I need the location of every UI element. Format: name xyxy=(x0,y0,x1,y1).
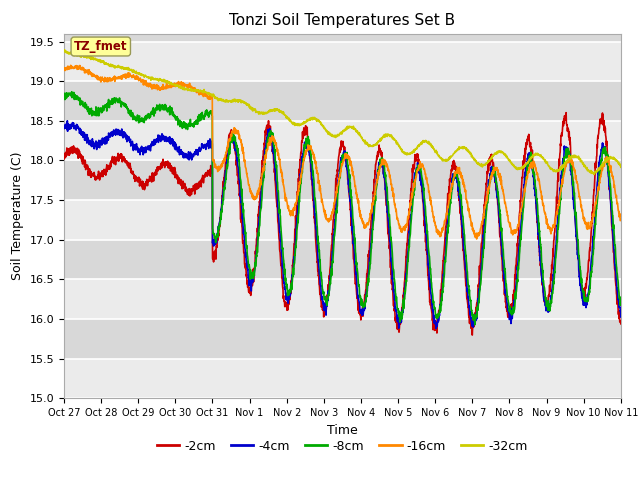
-16cm xyxy=(617,216,625,222)
Line: -8cm: -8cm xyxy=(64,92,621,325)
-32cm xyxy=(359,137,367,143)
-8cm xyxy=(359,302,367,308)
-4cm xyxy=(359,310,367,316)
-16cm xyxy=(60,65,68,71)
-2cm xyxy=(568,164,576,169)
-4cm xyxy=(63,118,71,124)
-32cm xyxy=(60,47,68,53)
-8cm xyxy=(584,296,591,301)
-32cm xyxy=(504,156,512,161)
-8cm xyxy=(371,201,379,207)
-4cm xyxy=(371,195,379,201)
-32cm xyxy=(568,154,575,160)
Bar xyxy=(64,200,621,240)
Line: -4cm: -4cm xyxy=(64,121,621,329)
-2cm xyxy=(504,314,512,320)
-4cm xyxy=(617,314,625,320)
-32cm xyxy=(590,171,598,177)
Line: -2cm: -2cm xyxy=(64,113,621,335)
-8cm xyxy=(68,89,76,95)
-2cm xyxy=(617,321,625,327)
-2cm xyxy=(371,180,378,185)
Line: -16cm: -16cm xyxy=(64,65,621,239)
Bar xyxy=(64,121,621,160)
-4cm xyxy=(60,125,68,131)
Y-axis label: Soil Temperature (C): Soil Temperature (C) xyxy=(11,152,24,280)
-4cm xyxy=(584,292,591,298)
Bar xyxy=(64,319,621,359)
-32cm xyxy=(216,96,223,102)
Bar xyxy=(64,240,621,279)
-8cm xyxy=(617,297,625,302)
-2cm xyxy=(468,332,476,338)
-8cm xyxy=(471,322,479,328)
-2cm xyxy=(563,110,570,116)
-16cm xyxy=(568,162,576,168)
-4cm xyxy=(568,181,576,187)
-16cm xyxy=(584,227,591,232)
-2cm xyxy=(216,227,223,232)
-16cm xyxy=(216,165,223,171)
-32cm xyxy=(617,164,625,170)
-4cm xyxy=(216,219,223,225)
-8cm xyxy=(505,300,513,306)
Legend: -2cm, -4cm, -8cm, -16cm, -32cm: -2cm, -4cm, -8cm, -16cm, -32cm xyxy=(152,435,533,458)
-2cm xyxy=(60,156,68,162)
Line: -32cm: -32cm xyxy=(64,50,621,174)
Text: TZ_fmet: TZ_fmet xyxy=(74,40,127,53)
-32cm xyxy=(60,47,68,53)
Bar xyxy=(64,279,621,319)
-16cm xyxy=(505,219,513,225)
Title: Tonzi Soil Temperatures Set B: Tonzi Soil Temperatures Set B xyxy=(229,13,456,28)
Bar xyxy=(64,81,621,121)
-32cm xyxy=(371,142,379,147)
-4cm xyxy=(505,310,513,316)
-2cm xyxy=(584,270,591,276)
Bar xyxy=(64,42,621,81)
-8cm xyxy=(60,90,68,96)
Bar xyxy=(64,359,621,398)
Bar xyxy=(64,160,621,200)
-8cm xyxy=(568,170,576,176)
-16cm xyxy=(371,192,379,197)
-4cm xyxy=(432,326,440,332)
-16cm xyxy=(67,62,74,68)
-32cm xyxy=(584,167,591,172)
-2cm xyxy=(358,309,366,315)
-16cm xyxy=(359,220,367,226)
-16cm xyxy=(473,236,481,242)
X-axis label: Time: Time xyxy=(327,424,358,437)
-8cm xyxy=(216,224,223,230)
